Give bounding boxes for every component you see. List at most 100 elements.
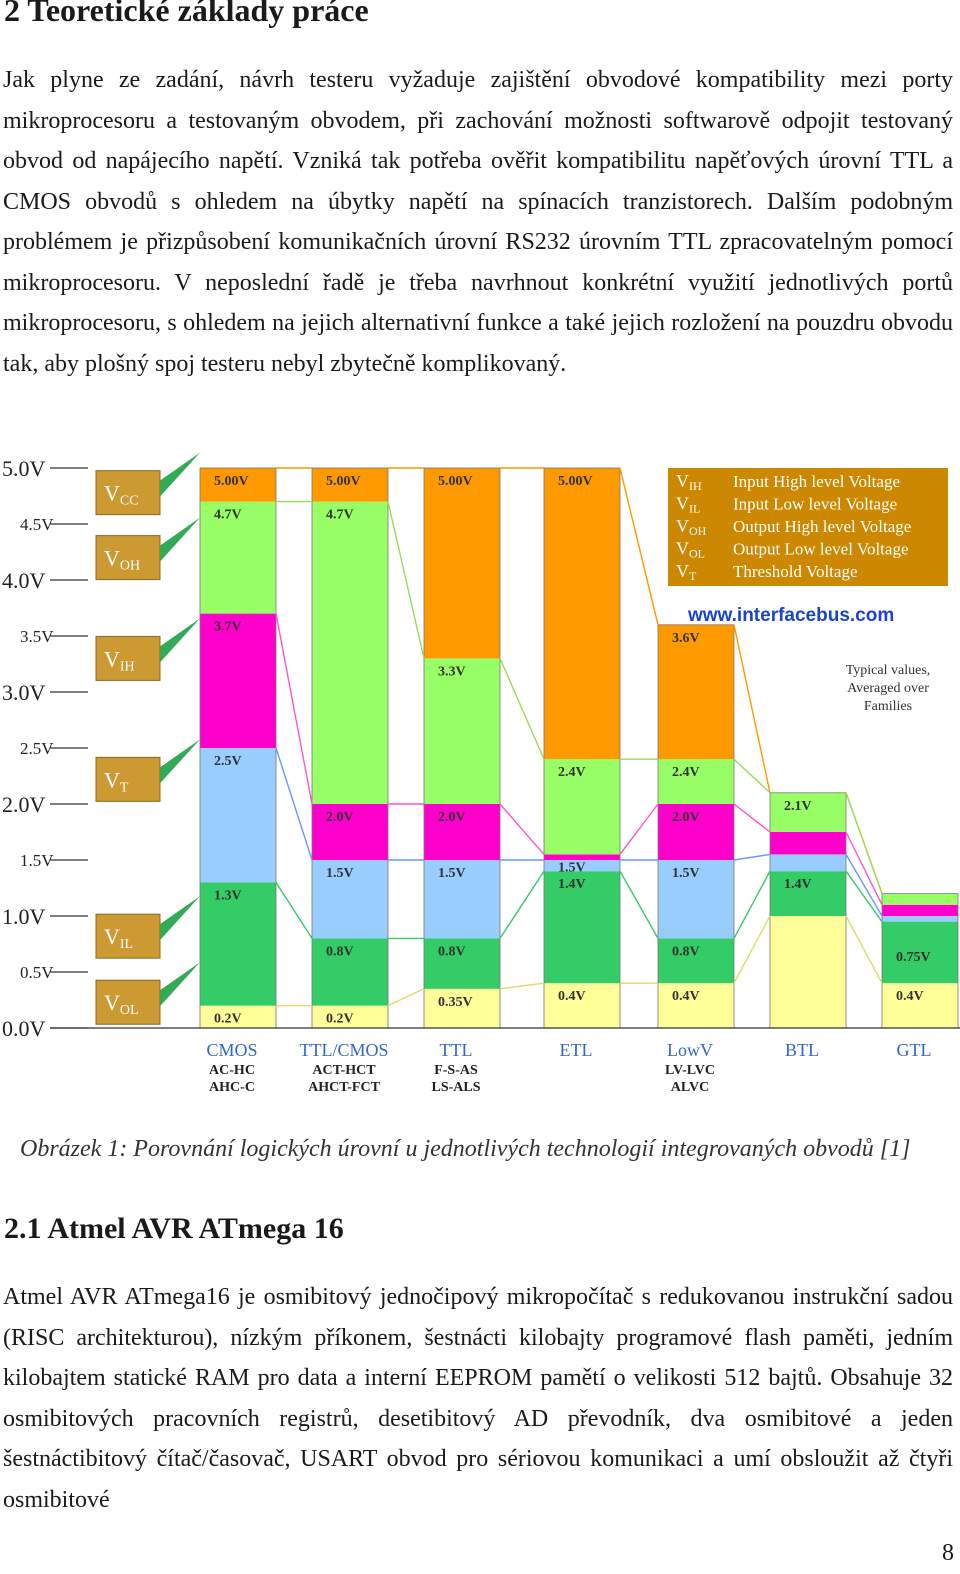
trend-line <box>845 854 883 917</box>
bar-vol-region <box>658 983 734 1028</box>
level-label-sub: T <box>120 780 129 795</box>
level-label-sub: CC <box>120 494 139 509</box>
trend-line <box>275 882 313 939</box>
trend-line <box>733 803 771 833</box>
bar-vil-vt-region <box>658 860 734 939</box>
bar-high-noise-region <box>882 893 958 905</box>
legend-text: Threshold Voltage <box>733 562 858 581</box>
bar-value-label: 5.00V <box>326 474 361 489</box>
bar-vil-vt-region <box>770 854 846 872</box>
bar-vil-vt-region <box>882 916 958 922</box>
bar-vil-vt-region <box>200 748 276 883</box>
bar-value-label: 0.4V <box>558 989 586 1004</box>
chart-note: Typical values, <box>846 663 931 678</box>
y-tick-label: 2.0V <box>2 792 46 817</box>
bar-value-label: 0.75V <box>896 950 931 965</box>
bar-high-noise-region <box>658 759 734 804</box>
level-label-box <box>95 913 161 959</box>
bar-high-noise-region <box>770 792 846 832</box>
bar-low-noise-region <box>770 871 846 916</box>
bar-vt-vih-region <box>544 854 620 860</box>
bar-low-noise-region <box>544 871 620 984</box>
bar-value-label: 1.5V <box>672 866 700 881</box>
bar-vol-region <box>424 988 500 1028</box>
trend-line <box>733 624 771 793</box>
chart-note: Families <box>864 699 912 714</box>
family-name: CMOS <box>206 1040 257 1060</box>
y-tick-label: 0.0V <box>2 1016 46 1041</box>
atmega-paragraph: Atmel AVR ATmega16 je osmibitový jednoči… <box>3 1284 953 1513</box>
family-subname: ALVC <box>671 1080 709 1095</box>
trend-line <box>499 803 545 855</box>
bar-vil-vt-region <box>544 860 620 872</box>
bar-voh-vcc-region <box>312 468 388 502</box>
trend-line <box>387 988 425 1007</box>
family-subname: AC-HC <box>209 1063 255 1078</box>
level-label-box <box>95 470 161 516</box>
bar-low-noise-region <box>658 938 734 984</box>
bar-value-label: 0.4V <box>672 989 700 1004</box>
page-number: 8 <box>942 1540 954 1566</box>
bar-value-label: 2.0V <box>326 810 354 825</box>
trend-line <box>733 870 771 939</box>
bar-value-label: 0.2V <box>326 1012 354 1027</box>
legend-text: Output High level Voltage <box>733 517 911 536</box>
family-subname: LS-ALS <box>431 1080 480 1095</box>
page-heading: 2 Teoretické základy práce <box>4 0 369 28</box>
bar-value-label: 0.2V <box>214 1012 242 1027</box>
bar-value-label: 5.00V <box>438 474 473 489</box>
bar-voh-vcc-region <box>200 468 276 502</box>
bar-value-label: 1.4V <box>784 877 812 892</box>
level-label-box <box>95 756 161 802</box>
level-arrow <box>160 962 200 1007</box>
bar-vt-vih-region <box>658 804 734 860</box>
bar-vt-vih-region <box>200 613 276 748</box>
trend-line <box>845 831 883 906</box>
bar-value-label: 0.8V <box>326 944 354 959</box>
bar-value-label: 2.1V <box>784 799 812 814</box>
legend-symbol-sub: IL <box>689 502 700 516</box>
bar-vt-vih-region <box>312 804 388 860</box>
bar-value-label: 1.5V <box>326 866 354 881</box>
bar-vol-region <box>544 983 620 1028</box>
trend-line <box>275 613 313 805</box>
bar-value-label: 2.5V <box>214 754 242 769</box>
y-tick-label: 3.0V <box>2 680 46 705</box>
legend-box <box>668 468 948 586</box>
trend-line <box>845 915 883 984</box>
chart-note: Averaged over <box>847 681 929 696</box>
bar-value-label: 4.7V <box>214 508 242 523</box>
bar-value-label: 2.4V <box>558 765 586 780</box>
y-tick-label: 1.5V <box>20 851 54 870</box>
family-name: ETL <box>560 1040 593 1060</box>
level-arrow <box>160 739 200 784</box>
level-label-box <box>95 635 161 681</box>
bar-value-label: 1.5V <box>558 860 586 875</box>
family-name: TTL/CMOS <box>299 1040 388 1060</box>
family-subname: AHC-C <box>209 1080 255 1095</box>
bar-voh-vcc-region <box>544 468 620 760</box>
bar-vol-region <box>770 916 846 1028</box>
trend-line <box>387 501 425 659</box>
bar-high-noise-region <box>312 501 388 804</box>
y-tick-label: 3.5V <box>20 627 54 646</box>
logic-levels-chart: 0.0V 0.5V 1.0V 1.5V 2.0V 2.5V 3.0V 3.5V 4.0V 4.5V… <box>2 452 960 1095</box>
bar-value-label: 2.0V <box>672 810 700 825</box>
legend-symbol-sub: IH <box>689 479 702 493</box>
trend-line <box>619 803 659 855</box>
y-tick-label: 2.5V <box>20 739 54 758</box>
bar-value-label: 0.4V <box>896 989 924 1004</box>
family-name: TTL <box>440 1040 473 1060</box>
family-name: GTL <box>897 1040 932 1060</box>
trend-line <box>499 870 545 939</box>
family-subname: LV-LVC <box>665 1063 715 1078</box>
bar-high-noise-region <box>200 501 276 614</box>
level-label: VIH <box>104 646 135 674</box>
bar-vt-vih-region <box>882 904 958 916</box>
bar-vol-region <box>200 1005 276 1028</box>
bar-low-noise-region <box>312 938 388 1006</box>
trend-line <box>733 758 771 794</box>
bar-vil-vt-region <box>424 860 500 939</box>
trend-line <box>275 747 313 861</box>
bar-value-label: 5.00V <box>558 474 593 489</box>
